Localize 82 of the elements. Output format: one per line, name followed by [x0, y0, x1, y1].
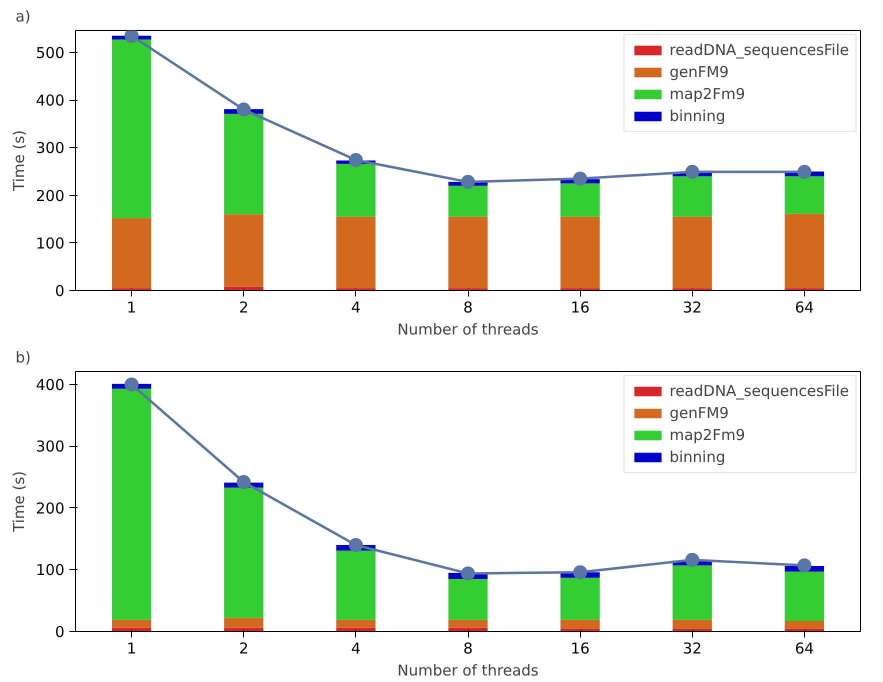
point	[685, 552, 700, 567]
point	[461, 566, 475, 580]
legend-label: genFM9	[669, 63, 729, 81]
bar	[672, 620, 712, 630]
bar	[672, 176, 712, 217]
x-tick-label: 64	[794, 640, 814, 658]
chart-title: b)	[16, 348, 31, 366]
y-tick-label: 100	[36, 561, 65, 580]
x-tick-label: 4	[351, 640, 361, 658]
bar	[672, 216, 712, 288]
x-tick-label: 2	[238, 640, 248, 658]
bar	[448, 186, 488, 217]
x-tick-label: 32	[682, 298, 702, 316]
point	[236, 102, 251, 117]
bar	[448, 620, 488, 628]
y-tick-label: 100	[36, 234, 65, 252]
x-axis-title: Number of threads	[397, 320, 539, 338]
bar	[112, 388, 152, 620]
y-tick-label: 300	[36, 139, 65, 158]
bar	[336, 216, 376, 288]
bar	[224, 214, 264, 287]
y-tick-label: 0	[54, 282, 65, 300]
bar	[224, 488, 264, 618]
x-tick-label: 8	[463, 640, 473, 658]
x-tick-label: 4	[351, 298, 361, 316]
bar	[784, 176, 824, 214]
point	[797, 164, 812, 179]
y-axis-title: Time (s)	[10, 471, 28, 533]
bar	[560, 216, 600, 288]
legend-label: map2Fm9	[669, 426, 746, 444]
y-tick-label: 400	[36, 376, 65, 394]
y-tick-label: 200	[36, 499, 65, 518]
bar	[224, 286, 264, 290]
legend-label: map2Fm9	[669, 85, 746, 103]
x-tick-label: 2	[238, 298, 248, 316]
y-tick-label: 300	[36, 438, 65, 456]
bar	[112, 620, 152, 628]
bar	[336, 620, 376, 628]
point	[348, 153, 363, 168]
legend-label: readDNA_sequencesFile	[669, 382, 849, 400]
bar	[112, 40, 152, 218]
y-tick-label: 200	[36, 186, 65, 205]
x-tick-label: 32	[682, 640, 702, 658]
legend-label: binning	[669, 448, 726, 466]
bar	[784, 214, 824, 288]
bar	[784, 572, 824, 621]
point	[124, 30, 139, 43]
bar	[448, 579, 488, 620]
bar	[672, 565, 712, 620]
bar	[224, 114, 264, 214]
legend-label: genFM9	[669, 404, 729, 422]
x-tick-label: 1	[126, 298, 136, 316]
point	[797, 558, 812, 572]
point	[573, 172, 588, 186]
bar	[784, 621, 824, 630]
bar	[224, 618, 264, 628]
x-axis-title: Number of threads	[397, 662, 539, 680]
x-tick-label: 64	[794, 298, 814, 316]
bar	[112, 218, 152, 288]
bar	[560, 183, 600, 217]
bar	[336, 164, 376, 217]
y-axis-title: Time (s)	[10, 130, 28, 192]
y-tick-label: 0	[54, 623, 65, 641]
legend-label: readDNA_sequencesFile	[669, 41, 849, 59]
x-tick-label: 8	[463, 298, 473, 316]
bar	[560, 578, 600, 620]
bar	[560, 620, 600, 630]
point	[685, 164, 700, 179]
legend-label: binning	[669, 107, 726, 125]
x-tick-label: 16	[570, 298, 590, 316]
bar	[448, 216, 488, 288]
point	[236, 475, 251, 490]
point	[348, 538, 363, 552]
point	[461, 174, 475, 189]
x-tick-label: 1	[126, 640, 136, 658]
bar	[336, 550, 376, 620]
point	[573, 565, 588, 580]
point	[124, 377, 139, 392]
chart-title: a)	[16, 8, 31, 26]
y-tick-label: 500	[36, 44, 65, 62]
y-tick-label: 400	[36, 92, 65, 110]
x-tick-label: 16	[570, 640, 590, 658]
